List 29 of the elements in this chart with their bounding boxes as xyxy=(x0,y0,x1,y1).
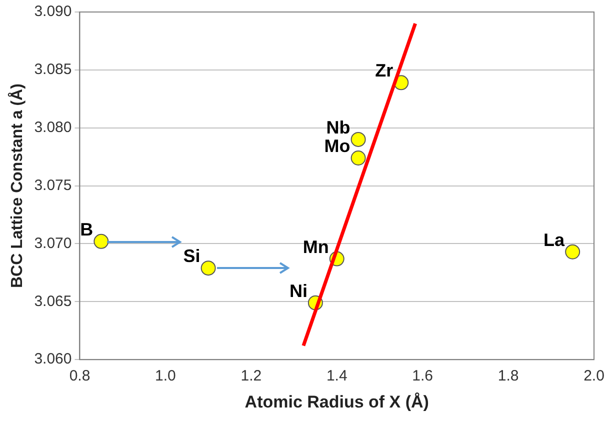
x-tick-label: 1.2 xyxy=(240,368,262,385)
point xyxy=(350,150,366,166)
annotation: Mn xyxy=(302,236,329,257)
y-axis-title: BCC Lattice Constant a (Å) xyxy=(7,84,26,288)
y-tick-label: 3.085 xyxy=(34,61,72,78)
annotation: Ni xyxy=(289,280,308,301)
x-tick-label: 2.0 xyxy=(584,368,604,385)
annotation: Si xyxy=(183,246,200,266)
y-tick-label: 3.080 xyxy=(34,119,72,136)
annotation: La xyxy=(544,230,566,250)
x-axis-title: Atomic Radius of X (Å) xyxy=(244,392,429,412)
x-tick-label: 0.8 xyxy=(69,368,90,385)
y-tick-label: 3.065 xyxy=(34,292,72,310)
y-tick-label: 3.070 xyxy=(34,234,72,252)
point xyxy=(200,260,216,276)
x-tick-label: 1.6 xyxy=(412,368,434,385)
annotation: Zr xyxy=(375,60,394,81)
point xyxy=(94,234,109,249)
point xyxy=(565,244,580,260)
y-tick-label: 3.075 xyxy=(34,176,72,194)
annotation: B xyxy=(80,219,94,240)
x-tick-label: 1.0 xyxy=(155,368,176,385)
x-tick-label: 1.4 xyxy=(326,368,348,385)
annotation: Nb xyxy=(326,117,350,138)
point xyxy=(350,132,366,147)
y-tick-label: 3.090 xyxy=(34,3,72,20)
x-tick-label: 1.8 xyxy=(498,368,519,385)
annotation: Mo xyxy=(324,136,350,156)
y-tick-label: 3.060 xyxy=(34,350,72,368)
